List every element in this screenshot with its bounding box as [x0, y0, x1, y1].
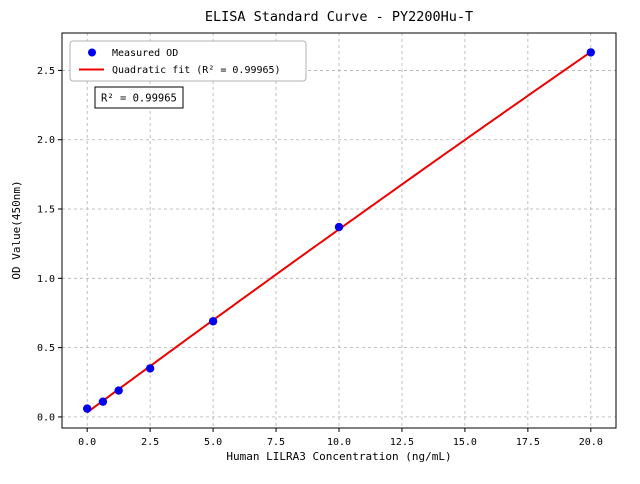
data-point — [208, 317, 218, 326]
x-tick-label: 0.0 — [78, 437, 96, 448]
annotation: R² = 0.99965 — [94, 86, 184, 109]
legend-box — [69, 40, 307, 82]
x-tick-label: 7.5 — [267, 437, 285, 448]
data-point — [114, 386, 123, 395]
legend-label-measured: Measured OD — [112, 48, 178, 59]
chart-title: ELISA Standard Curve - PY2200Hu-T — [205, 9, 473, 25]
annotation-text: R² = 0.99965 — [101, 93, 177, 105]
x-tick-label: 10.0 — [327, 437, 351, 448]
annotation-box — [94, 86, 184, 109]
x-tick-label: 15.0 — [453, 437, 477, 448]
x-tick-label: 2.5 — [141, 437, 159, 448]
series-layer — [82, 48, 596, 414]
legend-label-fit: Quadratic fit (R² = 0.99965) — [112, 65, 281, 76]
y-tick-label: 0.0 — [37, 412, 55, 423]
y-axis-label: OD Value(450nm) — [10, 180, 23, 279]
x-tick-label: 12.5 — [390, 437, 414, 448]
x-axis-label: Human LILRA3 Concentration (ng/mL) — [226, 450, 451, 463]
legend-scatter-marker-icon — [88, 48, 96, 57]
data-point — [145, 364, 155, 373]
y-tick-label: 2.0 — [37, 135, 55, 146]
legend: Measured OD Quadratic fit (R² = 0.99965) — [69, 40, 307, 82]
data-point — [334, 222, 344, 232]
x-tick-label: 17.5 — [516, 437, 540, 448]
data-point — [82, 404, 92, 413]
x-tick-label: 5.0 — [204, 437, 222, 448]
data-point — [98, 397, 108, 406]
tick-layer: 0.0 2.5 5.0 7.5 10.0 12.5 15.0 17.5 20.0 0.0 0.5 1.… — [37, 66, 603, 448]
data-point — [586, 48, 596, 57]
y-tick-label: 0.5 — [37, 343, 55, 354]
y-tick-label: 1.0 — [37, 274, 55, 285]
x-tick-label: 20.0 — [579, 437, 603, 448]
y-tick-label: 1.5 — [37, 205, 55, 216]
y-tick-label: 2.5 — [37, 66, 55, 77]
